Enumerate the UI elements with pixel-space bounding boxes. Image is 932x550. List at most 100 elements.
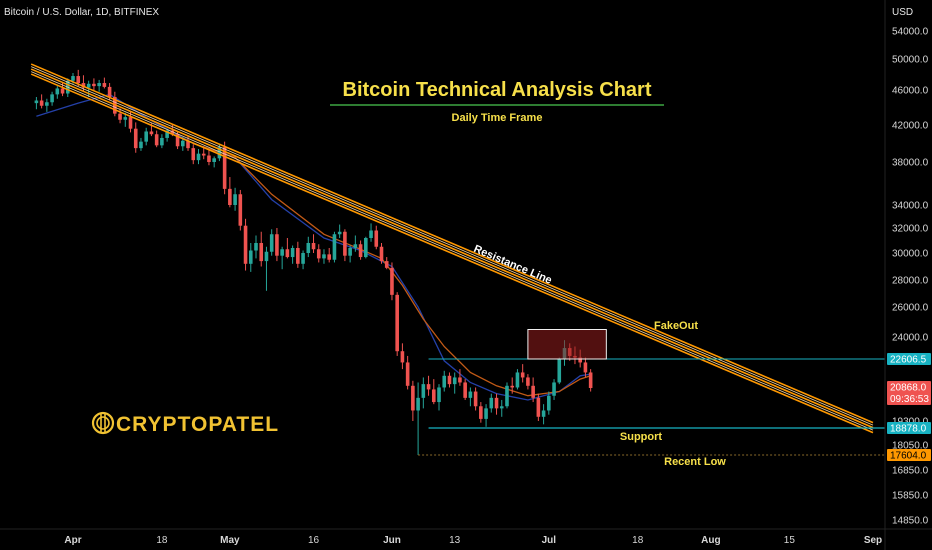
candle bbox=[531, 377, 535, 403]
resistance-line bbox=[30, 63, 874, 424]
y-tick-label: 16850.0 bbox=[892, 466, 929, 477]
candle bbox=[92, 78, 96, 90]
candle bbox=[505, 382, 509, 409]
price-tag: 20868.009:36:53 bbox=[887, 381, 931, 405]
x-tick-label: 18 bbox=[156, 535, 168, 546]
candle bbox=[123, 112, 128, 127]
candle bbox=[510, 377, 515, 394]
price-tag-value: 22606.5 bbox=[890, 355, 927, 366]
y-tick-label: 32000.0 bbox=[892, 224, 929, 235]
y-tick-label: 42000.0 bbox=[892, 121, 929, 132]
chart-subtitle: Daily Time Frame bbox=[452, 112, 543, 124]
candle bbox=[400, 343, 405, 370]
candle bbox=[541, 404, 546, 425]
y-tick-label: 50000.0 bbox=[892, 55, 929, 66]
logo-coin-icon bbox=[91, 411, 115, 435]
candle bbox=[416, 382, 420, 455]
candle bbox=[144, 127, 149, 146]
y-tick-label: 28000.0 bbox=[892, 276, 929, 287]
candle bbox=[515, 369, 520, 390]
x-tick-label: Sep bbox=[864, 535, 882, 546]
y-tick-label: 34000.0 bbox=[892, 201, 929, 212]
price-tag-value: 20868.0 bbox=[890, 383, 927, 394]
candle bbox=[494, 393, 499, 415]
candle bbox=[520, 364, 525, 383]
candle bbox=[405, 355, 410, 390]
candle bbox=[228, 177, 232, 208]
candle bbox=[473, 387, 478, 411]
candle bbox=[463, 379, 467, 400]
candle bbox=[233, 187, 237, 211]
price-tag-value: 18878.0 bbox=[890, 424, 927, 435]
price-tag-countdown: 09:36:53 bbox=[890, 394, 929, 405]
candle bbox=[421, 377, 426, 409]
candle bbox=[316, 244, 321, 263]
candle bbox=[222, 141, 227, 195]
logo-text: CRYPTOPATEL bbox=[116, 413, 279, 436]
candle bbox=[364, 236, 368, 259]
candle bbox=[269, 229, 274, 256]
candle bbox=[39, 94, 44, 109]
candle bbox=[442, 370, 447, 392]
chart-title: Bitcoin Technical Analysis Chart bbox=[343, 79, 652, 101]
candle bbox=[484, 404, 488, 427]
candle bbox=[280, 246, 284, 270]
candle bbox=[160, 134, 164, 149]
candle bbox=[306, 236, 311, 258]
candle bbox=[547, 391, 551, 415]
fakeout-zone bbox=[527, 329, 607, 360]
candle bbox=[411, 380, 415, 421]
candle bbox=[447, 372, 452, 388]
candle bbox=[583, 357, 588, 378]
price-tags: 22606.5 20868.009:36:53 18878.0 17604.0 bbox=[887, 353, 931, 462]
price-axis: 54000.0 50000.0 46000.0 42000.0 38000.0 34000… bbox=[884, 0, 929, 550]
recent-low-label: Recent Low bbox=[664, 456, 726, 468]
x-tick-label: 16 bbox=[308, 535, 320, 546]
price-tag: 17604.0 bbox=[887, 449, 931, 462]
resistance-line-inner bbox=[31, 71, 874, 431]
candle bbox=[557, 357, 562, 385]
price-tag: 18878.0 bbox=[887, 422, 931, 435]
y-tick-label: 15850.0 bbox=[892, 491, 929, 502]
resistance-line-inner bbox=[31, 66, 874, 426]
candle bbox=[337, 224, 342, 238]
y-tick-label: 18050.0 bbox=[892, 441, 929, 452]
y-tick-label: 30000.0 bbox=[892, 249, 929, 260]
candle bbox=[468, 387, 473, 407]
candle bbox=[301, 250, 305, 270]
candle bbox=[384, 257, 389, 270]
candle bbox=[348, 245, 352, 263]
candle bbox=[212, 156, 216, 168]
candle bbox=[243, 218, 248, 271]
candle bbox=[296, 241, 300, 268]
price-tag: 22606.5 bbox=[887, 353, 931, 366]
candle bbox=[139, 137, 143, 151]
resistance-line bbox=[30, 68, 874, 429]
candle bbox=[133, 122, 138, 153]
candle bbox=[395, 292, 399, 356]
fakeout-label: FakeOut bbox=[654, 320, 698, 332]
y-tick-label: 14850.0 bbox=[892, 516, 929, 527]
candle bbox=[196, 149, 201, 165]
candle bbox=[290, 245, 295, 264]
x-tick-label: Jun bbox=[383, 535, 401, 546]
candle bbox=[97, 79, 101, 92]
candle bbox=[322, 249, 326, 264]
candle bbox=[191, 144, 196, 165]
cryptopatel-logo: CRYPTOPATEL bbox=[91, 411, 279, 436]
candle bbox=[45, 98, 49, 112]
candle bbox=[34, 97, 39, 110]
candle bbox=[452, 372, 457, 394]
candle bbox=[458, 369, 462, 386]
candle bbox=[128, 111, 133, 133]
candle bbox=[588, 369, 593, 392]
candle bbox=[332, 231, 337, 263]
candle bbox=[264, 246, 269, 291]
candle bbox=[50, 91, 54, 106]
candle bbox=[431, 379, 436, 405]
x-tick-label: Aug bbox=[701, 535, 720, 546]
candle bbox=[343, 229, 347, 262]
x-tick-label: May bbox=[220, 535, 240, 546]
candle bbox=[175, 131, 180, 150]
